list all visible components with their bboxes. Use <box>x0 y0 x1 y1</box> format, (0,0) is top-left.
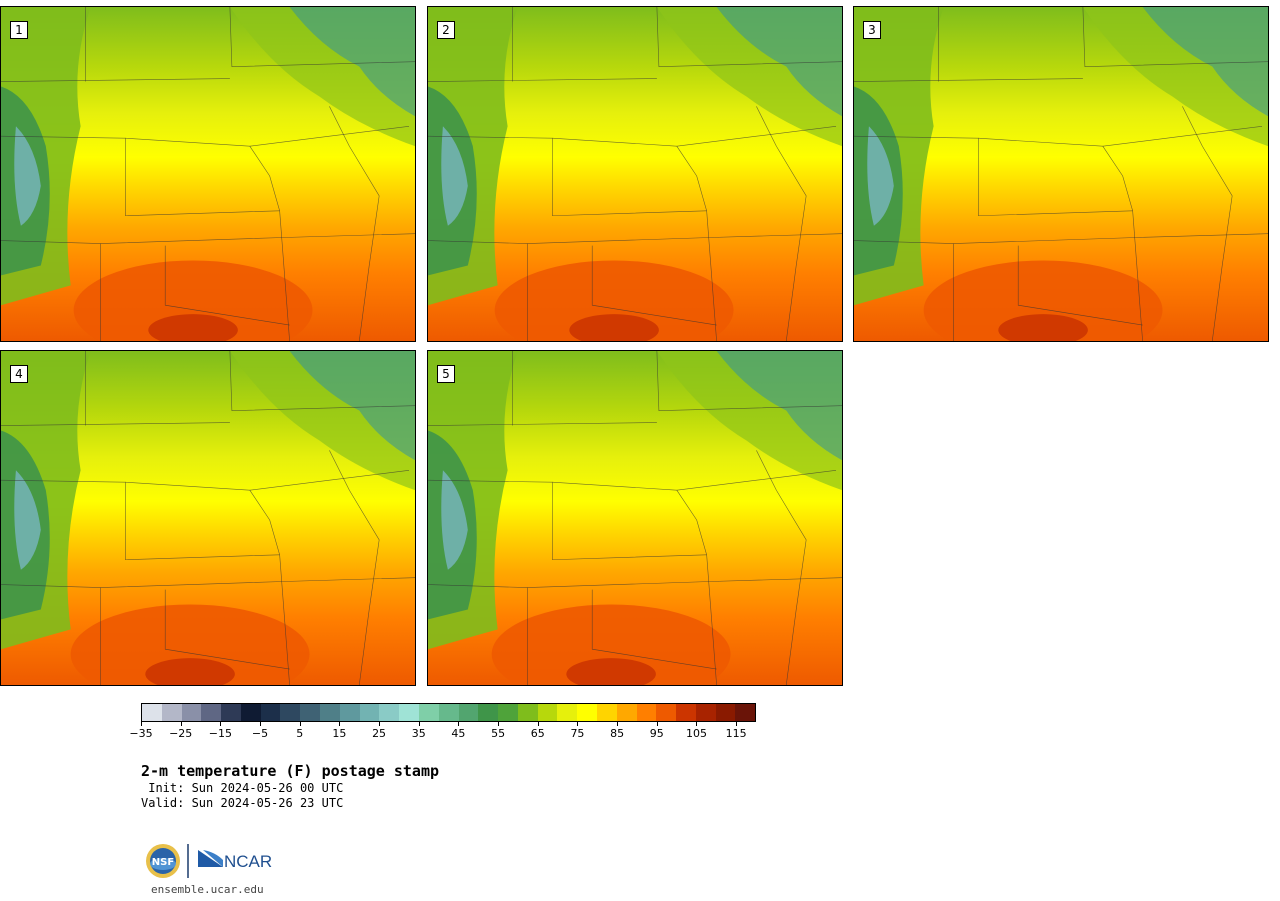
colorbar-tick <box>141 722 142 726</box>
colorbar-tick-label: 55 <box>491 727 506 740</box>
colorbar-swatch <box>359 704 380 721</box>
colorbar-tick <box>656 722 658 726</box>
temperature-map <box>1 7 415 341</box>
panel-1: 1 <box>0 6 416 342</box>
colorbar-swatch <box>399 704 419 721</box>
ncar-logo-text: NCAR <box>224 852 272 871</box>
colorbar-swatch <box>221 704 241 721</box>
colorbar-swatch <box>557 704 578 721</box>
colorbar-swatch <box>181 704 202 721</box>
panel-5: 5 <box>427 350 843 686</box>
colorbar-tick-label: 5 <box>296 727 304 740</box>
site-url: ensemble.ucar.edu <box>151 883 264 896</box>
colorbar-tick-label: −5 <box>251 727 269 740</box>
colorbar-swatch <box>161 704 182 721</box>
colorbar-swatch <box>458 704 479 721</box>
colorbar-tick <box>379 722 381 726</box>
colorbar-tick-label: 105 <box>685 727 707 740</box>
colorbar-swatch <box>715 704 736 721</box>
temperature-map <box>428 7 842 341</box>
colorbar-tick <box>180 722 182 726</box>
panel-3: 3 <box>853 6 1269 342</box>
colorbar-tick <box>577 722 579 726</box>
panel-4: 4 <box>0 350 416 686</box>
colorbar-swatch <box>676 704 696 721</box>
colorbar-swatch <box>379 704 400 721</box>
colorbar-swatch <box>478 704 499 721</box>
colorbar-tick <box>418 722 420 726</box>
colorbar-tick-label: −35 <box>129 727 153 740</box>
colorbar-tick <box>498 722 500 726</box>
colorbar-swatch <box>656 704 677 721</box>
colorbar-tick <box>458 722 460 726</box>
panel-2: 2 <box>427 6 843 342</box>
valid-time: Valid: Sun 2024-05-26 23 UTC <box>141 796 344 810</box>
colorbar-tick <box>339 722 341 726</box>
colorbar-swatch <box>300 704 321 721</box>
nsf-logo-text: NSF <box>152 857 174 868</box>
colorbar-swatch <box>418 704 439 721</box>
title-block: 2-m temperature (F) postage stamp Init: … <box>141 761 439 811</box>
panel-number: 2 <box>437 21 455 39</box>
colorbar-swatch <box>616 704 637 721</box>
colorbar-ticks: −35 −25 −15 −5 5 15 25 35 45 55 65 75 85 95 105 115 <box>129 722 756 742</box>
colorbar-tick <box>736 722 738 726</box>
colorbar-swatch <box>320 704 340 721</box>
colorbar-swatch <box>695 704 716 721</box>
colorbar-tick-label: 85 <box>610 727 625 740</box>
colorbar-tick <box>220 722 222 726</box>
colorbar-swatch <box>498 704 518 721</box>
plot-title: 2-m temperature (F) postage stamp <box>141 762 440 780</box>
logo-area: NSF NCAR <box>143 842 283 882</box>
colorbar-tick <box>617 722 619 726</box>
colorbar-swatch <box>260 704 281 721</box>
colorbar-tick <box>299 722 301 726</box>
colorbar-swatch <box>577 704 597 721</box>
nsf-logo-icon: NSF <box>146 844 180 878</box>
colorbar-tick <box>696 722 698 726</box>
colorbar-tick-label: 15 <box>332 727 347 740</box>
temperature-map <box>854 7 1268 341</box>
colorbar-swatch <box>636 704 657 721</box>
colorbar-swatch <box>280 704 301 721</box>
colorbar-swatch <box>438 704 459 721</box>
colorbar-tick <box>537 722 539 726</box>
ncar-logo-icon: NCAR <box>198 850 272 871</box>
temperature-map <box>1 351 415 685</box>
colorbar-swatch <box>596 704 617 721</box>
colorbar-tick-label: 75 <box>570 727 585 740</box>
colorbar <box>141 703 756 722</box>
colorbar-swatch <box>735 704 756 721</box>
colorbar-tick <box>260 722 262 726</box>
colorbar-tick-label: −25 <box>169 727 193 740</box>
panel-number: 5 <box>437 365 455 383</box>
colorbar-swatch <box>517 704 538 721</box>
colorbar-tick-label: 45 <box>451 727 466 740</box>
colorbar-tick-label: 25 <box>372 727 387 740</box>
colorbar-swatch <box>201 704 222 721</box>
colorbar-tick-label: 95 <box>649 727 664 740</box>
colorbar-tick-label: 65 <box>530 727 545 740</box>
colorbar-swatch <box>339 704 360 721</box>
colorbar-swatch <box>537 704 558 721</box>
panel-number: 3 <box>863 21 881 39</box>
colorbar-swatch <box>240 704 261 721</box>
temperature-map <box>428 351 842 685</box>
panel-number: 4 <box>10 365 28 383</box>
colorbar-tick-label: 115 <box>725 727 747 740</box>
init-time: Init: Sun 2024-05-26 00 UTC <box>141 781 344 795</box>
colorbar-tick-label: −15 <box>208 727 232 740</box>
colorbar-tick-label: 35 <box>411 727 426 740</box>
panel-number: 1 <box>10 21 28 39</box>
colorbar-swatch <box>142 704 162 721</box>
